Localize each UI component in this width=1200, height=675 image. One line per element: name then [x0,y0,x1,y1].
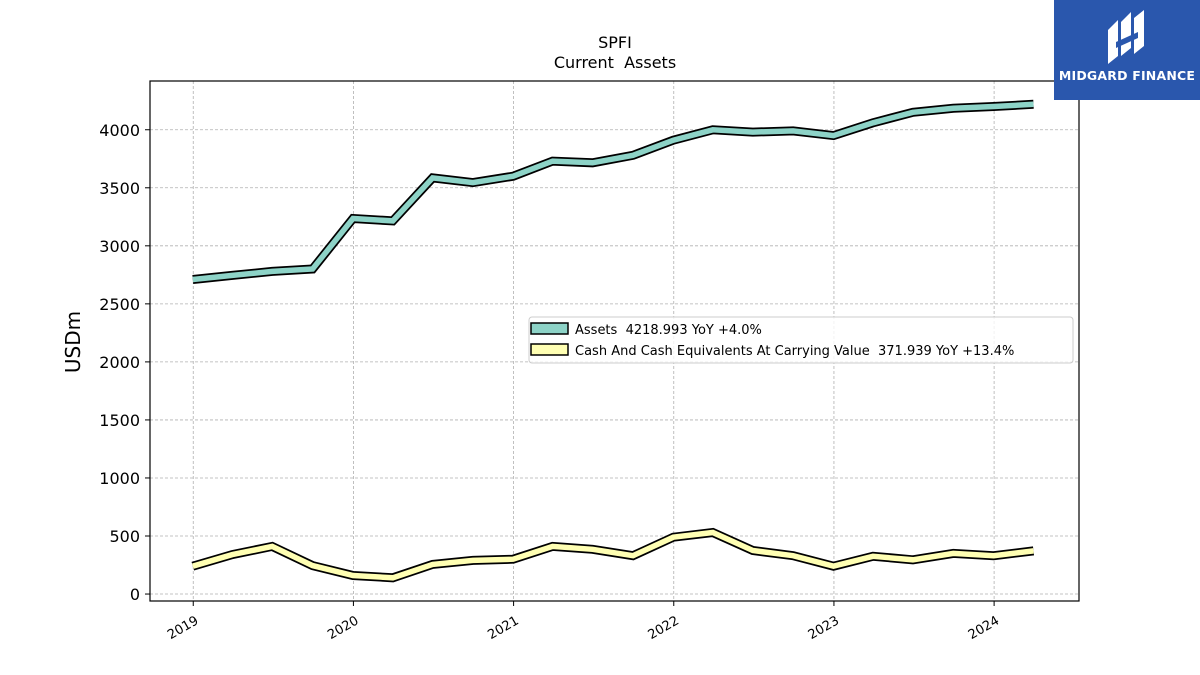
y-tick-label: 3500 [99,179,140,198]
legend-label-cash: Cash And Cash Equivalents At Carrying Va… [575,344,1014,359]
legend-box [528,316,1074,364]
y-axis-label: USDm [61,311,85,373]
series-line-1 [192,529,1034,581]
y-tick-label: 500 [109,527,140,546]
y-tick-label: 2000 [99,353,140,372]
y-tick-label: 4000 [99,121,140,140]
x-tick-label: 2020 [325,613,361,643]
legend-swatch-cash [530,343,569,356]
series-line-0 [192,101,1034,283]
x-tick-label: 2023 [806,613,842,643]
brand-mark-icon [1108,10,1144,64]
chart-subtitle: Current Assets [554,53,676,72]
brand-name: MIDGARD FINANCE [1058,68,1196,83]
y-tick-label: 1500 [99,411,140,430]
series-lines [191,99,1035,583]
x-tick-label: 2019 [165,613,201,643]
chart-title: SPFI [598,33,632,52]
x-tick-label: 2021 [485,613,521,643]
plot-frame [149,80,1080,602]
legend: Assets 4218.993 YoY +4.0% Cash And Cash … [528,316,1074,364]
x-tick-label: 2024 [966,613,1002,643]
y-tick-label: 1000 [99,469,140,488]
legend-label-assets: Assets 4218.993 YoY +4.0% [575,323,762,338]
brand-logo: MIDGARD FINANCE [1054,0,1200,100]
series-line-outline-0 [192,99,1034,284]
y-tick-label: 0 [130,585,140,604]
y-tick-label: 2500 [99,295,140,314]
legend-swatch-assets [530,322,569,335]
x-axis-ticks: 2019 2020 2021 2022 2023 2024 [165,601,1002,643]
y-tick-label: 3000 [99,237,140,256]
y-axis-ticks: 0 500 1000 1500 2000 2500 3000 3500 4000 [99,121,150,604]
x-tick-label: 2022 [646,613,682,643]
